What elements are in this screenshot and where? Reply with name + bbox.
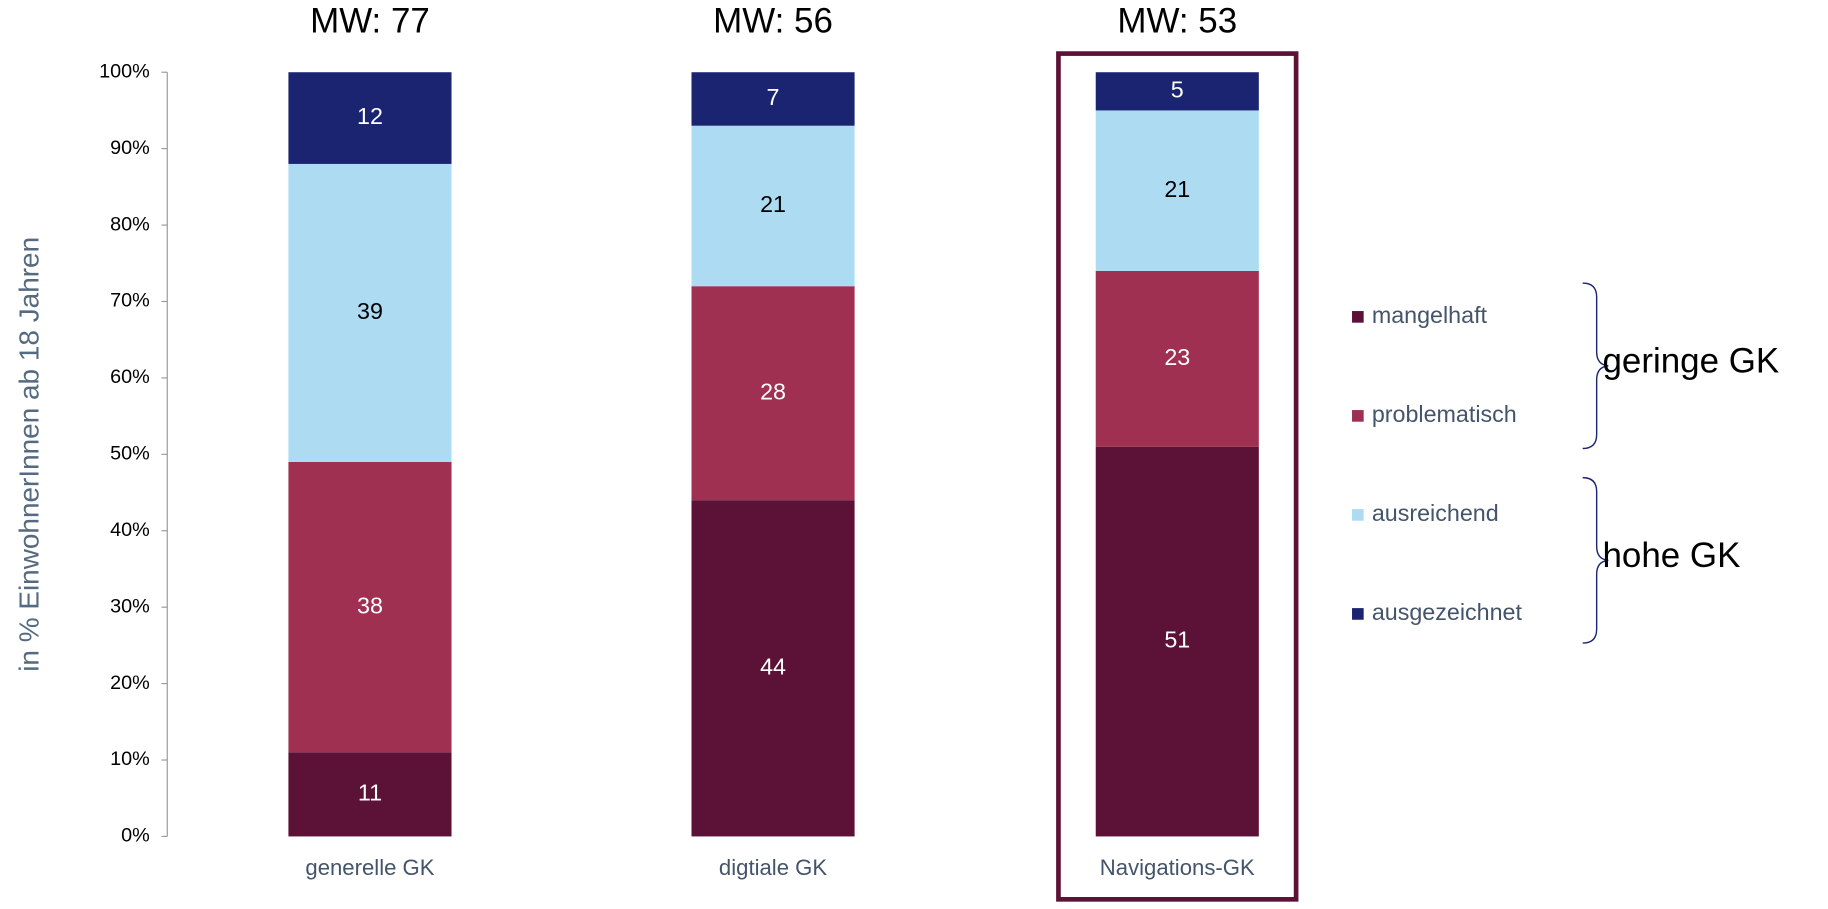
brace	[1582, 282, 1609, 450]
y-tick-label: 100%	[99, 60, 150, 82]
bar-segment	[1095, 110, 1259, 271]
x-tick-label: Navigations-GK	[1100, 855, 1255, 880]
y-tick-label: 80%	[110, 213, 150, 235]
legend-group-label: hohe GK	[1602, 536, 1740, 575]
value-label: 28	[760, 378, 786, 404]
mean-label: MW: 56	[713, 2, 833, 41]
value-label: 21	[1164, 176, 1190, 202]
mean-label: MW: 77	[310, 2, 430, 41]
y-tick-label: 60%	[110, 366, 150, 388]
value-label: 21	[760, 191, 786, 217]
bar-segment	[691, 72, 855, 126]
legend-swatch	[1352, 311, 1364, 323]
legend-label: ausreichend	[1372, 500, 1499, 526]
legend-label: ausgezeichnet	[1372, 599, 1523, 625]
value-label: 23	[1164, 344, 1190, 370]
legend-label: mangelhaft	[1372, 302, 1488, 328]
value-label: 51	[1164, 627, 1190, 653]
y-tick-label: 90%	[110, 137, 150, 159]
y-tick-label: 50%	[110, 443, 150, 465]
y-tick-label: 30%	[110, 595, 150, 617]
value-label: 7	[767, 84, 780, 110]
bar-segment	[1095, 72, 1259, 111]
legend-swatch	[1352, 410, 1364, 422]
bar-segment	[288, 163, 452, 462]
y-tick-label: 0%	[121, 825, 150, 847]
bar-segment	[288, 752, 452, 837]
highlight-frame	[1056, 51, 1299, 902]
legend-group-label: geringe GK	[1602, 342, 1779, 381]
x-tick-label: generelle GK	[305, 855, 434, 880]
value-label: 39	[357, 298, 383, 324]
y-axis-label: in % EinwohnerInnen ab 18 Jahren	[13, 237, 44, 672]
value-label: 12	[357, 103, 383, 129]
mean-label: MW: 53	[1117, 2, 1237, 41]
x-tick-label: digtiale GK	[719, 855, 827, 880]
bar-segment	[691, 286, 855, 501]
value-label: 44	[760, 653, 786, 679]
bar-segment	[691, 125, 855, 287]
value-label: 11	[358, 780, 382, 806]
y-tick-label: 10%	[110, 748, 150, 770]
bar-segment	[1095, 270, 1259, 447]
y-tick-label: 70%	[110, 290, 150, 312]
value-label: 5	[1171, 76, 1184, 102]
bar-segment	[691, 500, 855, 837]
y-tick-label: 20%	[110, 672, 150, 694]
bar-segment	[288, 72, 452, 164]
value-label: 38	[357, 592, 383, 618]
bar-segment	[288, 461, 452, 753]
brace	[1582, 476, 1609, 644]
y-tick-label: 40%	[110, 519, 150, 541]
legend-swatch	[1352, 509, 1364, 521]
bar-segment	[1095, 446, 1259, 837]
legend-swatch	[1352, 608, 1364, 620]
legend-label: problematisch	[1372, 401, 1517, 427]
